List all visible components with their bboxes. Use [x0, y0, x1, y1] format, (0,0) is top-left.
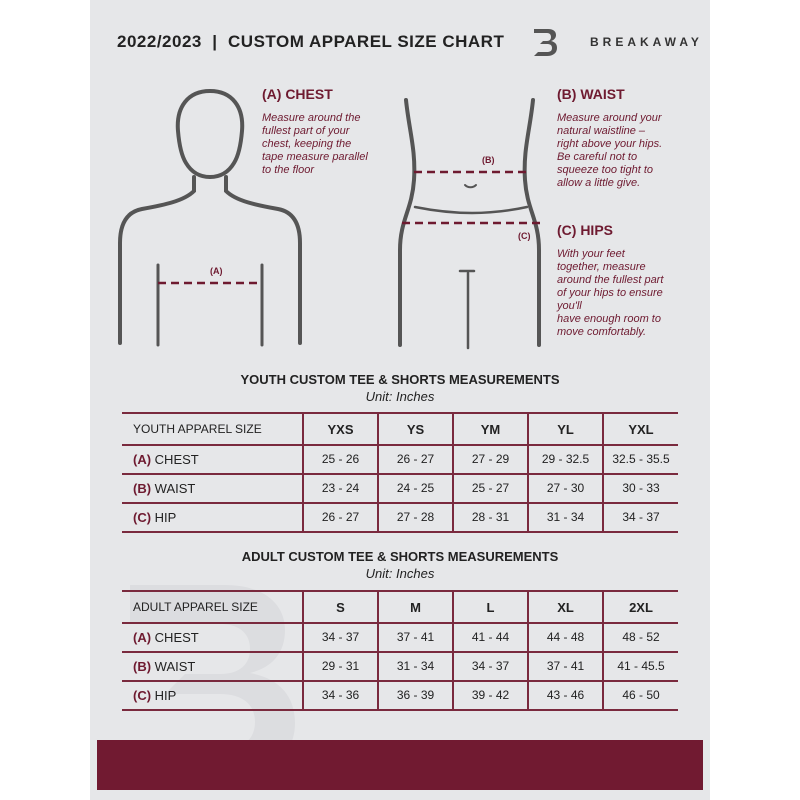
waist-description: Measure around your natural waistline – ri… — [557, 112, 663, 189]
table-cell: 23 - 24 — [302, 473, 378, 504]
table-cell: 27 - 28 — [377, 502, 453, 533]
table-row: (C) HIP 26 - 27 27 - 28 28 - 31 31 - 34 34 - … — [122, 502, 678, 533]
size-label: ADULT APPAREL SIZE — [122, 590, 303, 624]
table-cell: 36 - 39 — [377, 680, 453, 711]
size-header: YM — [452, 412, 528, 446]
measurement-label: (B) WAIST — [122, 473, 303, 504]
table-cell: 29 - 31 — [302, 651, 378, 682]
measurement-label: (C) HIP — [122, 502, 303, 533]
table-cell: 26 - 27 — [377, 444, 453, 475]
table-header-row: ADULT APPAREL SIZE S M L XL 2XL — [122, 590, 678, 624]
chest-heading: (A) CHEST — [262, 86, 333, 102]
hips-heading: (C) HIPS — [557, 222, 613, 238]
waist-heading: (B) WAIST — [557, 86, 625, 102]
size-header: 2XL — [602, 590, 678, 624]
measurement-label: (A) CHEST — [122, 622, 303, 653]
page-title: 2022/2023 | CUSTOM APPAREL SIZE CHART — [117, 32, 505, 51]
youth-size-table: YOUTH APPAREL SIZE YXS YS YM YL YXL (A) CHEST 2… — [122, 412, 678, 533]
table-cell: 25 - 27 — [452, 473, 528, 504]
upper-body-illustration — [118, 88, 302, 347]
table-cell: 27 - 29 — [452, 444, 528, 475]
table-cell: 31 - 34 — [377, 651, 453, 682]
table-cell: 37 - 41 — [527, 651, 603, 682]
chest-description: Measure around the fullest part of your ch… — [262, 112, 368, 176]
size-header: YXL — [602, 412, 678, 446]
breakaway-logo-icon — [534, 29, 557, 56]
table-row: (B) WAIST 23 - 24 24 - 25 25 - 27 27 - 30 30 … — [122, 473, 678, 504]
table-cell: 34 - 37 — [452, 651, 528, 682]
table-cell: 44 - 48 — [527, 622, 603, 653]
size-header: L — [452, 590, 528, 624]
table-cell: 37 - 41 — [377, 622, 453, 653]
table-row: (A) CHEST 34 - 37 37 - 41 41 - 44 44 - 48 48 … — [122, 622, 678, 653]
size-header: YXS — [302, 412, 378, 446]
size-header: XL — [527, 590, 603, 624]
table-cell: 46 - 50 — [602, 680, 678, 711]
table-cell: 34 - 36 — [302, 680, 378, 711]
table-row: (C) HIP 34 - 36 36 - 39 39 - 42 43 - 46 46 - … — [122, 680, 678, 711]
chest-marker: (A) — [210, 266, 223, 276]
footer-bar — [97, 740, 703, 790]
size-header: M — [377, 590, 453, 624]
table-cell: 26 - 27 — [302, 502, 378, 533]
table-cell: 29 - 32.5 — [527, 444, 603, 475]
table-row: (B) WAIST 29 - 31 31 - 34 34 - 37 37 - 41 41 … — [122, 651, 678, 682]
lower-body-illustration — [398, 98, 542, 350]
youth-table-title: YOUTH CUSTOM TEE & SHORTS MEASUREMENTS — [240, 372, 560, 387]
table-header-row: YOUTH APPAREL SIZE YXS YS YM YL YXL — [122, 412, 678, 446]
measurement-label: (A) CHEST — [122, 444, 303, 475]
adult-size-table: ADULT APPAREL SIZE S M L XL 2XL (A) CHEST 34 - … — [122, 590, 678, 711]
size-header: YS — [377, 412, 453, 446]
table-row: (A) CHEST 25 - 26 26 - 27 27 - 29 29 - 32.5 3… — [122, 444, 678, 475]
table-cell: 34 - 37 — [302, 622, 378, 653]
size-chart-page: 2022/2023 | CUSTOM APPAREL SIZE CHART BR… — [90, 0, 710, 800]
table-cell: 41 - 45.5 — [602, 651, 678, 682]
adult-unit: Unit: Inches — [365, 566, 435, 581]
table-cell: 30 - 33 — [602, 473, 678, 504]
table-cell: 48 - 52 — [602, 622, 678, 653]
table-cell: 32.5 - 35.5 — [602, 444, 678, 475]
size-header: YL — [527, 412, 603, 446]
brand-name: BREAKAWAY — [590, 35, 703, 49]
hips-marker: (C) — [518, 231, 531, 241]
table-cell: 31 - 34 — [527, 502, 603, 533]
table-cell: 24 - 25 — [377, 473, 453, 504]
table-cell: 34 - 37 — [602, 502, 678, 533]
youth-unit: Unit: Inches — [365, 389, 435, 404]
table-cell: 43 - 46 — [527, 680, 603, 711]
table-cell: 27 - 30 — [527, 473, 603, 504]
size-header: S — [302, 590, 378, 624]
size-label: YOUTH APPAREL SIZE — [122, 412, 303, 446]
measurement-label: (B) WAIST — [122, 651, 303, 682]
table-cell: 39 - 42 — [452, 680, 528, 711]
waist-marker: (B) — [482, 155, 495, 165]
table-cell: 41 - 44 — [452, 622, 528, 653]
hips-description: With your feet together, measure around th… — [557, 248, 664, 338]
measurement-label: (C) HIP — [122, 680, 303, 711]
table-cell: 25 - 26 — [302, 444, 378, 475]
table-cell: 28 - 31 — [452, 502, 528, 533]
adult-table-title: ADULT CUSTOM TEE & SHORTS MEASUREMENTS — [241, 549, 559, 564]
